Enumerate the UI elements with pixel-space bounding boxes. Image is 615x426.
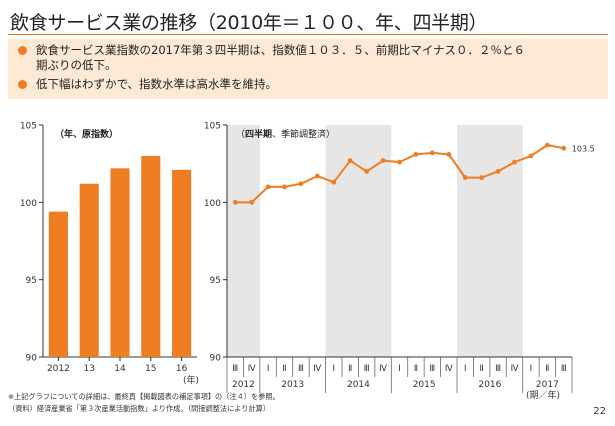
- x-unit-label: (年): [183, 374, 199, 386]
- quarter-label: Ⅲ: [298, 364, 304, 374]
- data-point: [314, 173, 320, 179]
- quarter-label: Ⅳ: [379, 364, 387, 374]
- data-point: [544, 142, 550, 148]
- quarter-label: Ⅲ: [364, 364, 370, 374]
- year-label: 2013: [281, 380, 304, 390]
- data-point: [429, 150, 435, 156]
- summary-bullet-text: 飲食サービス業指数の2017年第３四半期は、指数値１０３．５、前期比マイナス０．…: [36, 43, 526, 72]
- bullet-dot-icon: [18, 46, 27, 55]
- data-label: 103.5: [572, 145, 595, 154]
- year-band: [457, 125, 523, 357]
- quarter-label: Ⅱ: [282, 364, 286, 374]
- quarter-label: Ⅳ: [313, 364, 321, 374]
- quarter-label: Ⅱ: [348, 364, 352, 374]
- source-note: （資料）経済産業省「第３次産業活動指数」より作成。（間接調整法により計算）: [8, 404, 271, 413]
- quarter-label: Ⅰ: [464, 364, 467, 374]
- year-label: 2016: [478, 380, 501, 390]
- data-point: [479, 175, 485, 180]
- quarter-label: Ⅱ: [414, 364, 418, 374]
- year-label: 2014: [347, 380, 370, 390]
- data-point: [528, 153, 534, 159]
- data-point: [249, 199, 255, 205]
- data-point: [462, 175, 468, 180]
- data-point: [512, 159, 517, 165]
- quarter-label: Ⅲ: [561, 364, 567, 374]
- y-tick-label: 95: [210, 276, 221, 286]
- x-tick-label: 13: [83, 364, 94, 374]
- year-band: [227, 125, 260, 357]
- annual-bar-chart: 90 95 100 105 （年、原指数） 2012 13 14 15 16(年): [20, 122, 199, 387]
- y-tick-label: 95: [26, 276, 37, 286]
- data-point: [397, 159, 402, 165]
- data-point: [413, 151, 419, 157]
- year-band: [325, 125, 392, 357]
- data-point: [380, 158, 386, 163]
- data-point: [446, 151, 452, 157]
- x-unit-label: (期／年): [526, 389, 560, 401]
- quarter-label: Ⅳ: [248, 364, 256, 374]
- quarter-label: Ⅰ: [333, 364, 336, 374]
- summary-bullet-text: 低下幅はわずかで、指数水準は高水準を維持。: [36, 77, 278, 91]
- y-tick-label: 90: [210, 354, 222, 364]
- quarter-label: Ⅱ: [545, 364, 549, 374]
- quarter-label: Ⅲ: [232, 364, 238, 374]
- y-tick-label: 105: [20, 122, 37, 132]
- y-tick-label: 100: [204, 199, 221, 209]
- quarter-label: Ⅲ: [429, 364, 435, 374]
- quarter-label: Ⅱ: [480, 364, 484, 374]
- data-point: [232, 199, 238, 205]
- summary-box: 飲食サービス業指数の2017年第３四半期は、指数値１０３．５、前期比マイナス０．…: [8, 39, 608, 99]
- x-tick-label: 14: [114, 364, 126, 374]
- bar: [172, 169, 192, 357]
- chart-note: （四半期、季節調整済）: [236, 128, 335, 140]
- data-point: [298, 181, 304, 187]
- quarter-label: Ⅳ: [511, 364, 519, 374]
- chart-note: （年、原指数）: [55, 128, 118, 140]
- data-point: [495, 169, 501, 174]
- data-point: [364, 169, 370, 174]
- page-title: 飲食サービス業の推移（2010年＝１００、年、四半期）: [10, 12, 488, 34]
- data-point: [347, 158, 353, 163]
- bar: [141, 155, 161, 357]
- year-label: 2012: [232, 380, 255, 390]
- data-point: [265, 184, 271, 190]
- quarter-label: Ⅳ: [445, 364, 453, 374]
- data-point: [331, 179, 337, 185]
- quarter-label: Ⅰ: [398, 364, 401, 374]
- x-tick-label: 15: [145, 364, 156, 374]
- bar: [48, 211, 68, 357]
- quarter-label: Ⅰ: [530, 364, 533, 374]
- x-tick-label: 16: [176, 364, 188, 374]
- year-label: 2017: [536, 380, 559, 390]
- data-point: [282, 184, 287, 190]
- bar: [79, 183, 99, 357]
- data-point: [561, 145, 567, 151]
- year-label: 2015: [413, 380, 436, 390]
- bar: [110, 168, 130, 357]
- bullet-dot-icon: [18, 80, 27, 89]
- y-tick-label: 90: [26, 354, 38, 364]
- y-tick-label: 100: [20, 199, 37, 209]
- x-tick-label: 2012: [47, 364, 70, 374]
- footnote: ※上記グラフについての詳細は、最終頁【掲載図表の補足事項】の（注４）を参照。: [8, 392, 280, 401]
- page-number: 22: [593, 406, 606, 417]
- y-tick-label: 105: [204, 122, 221, 132]
- quarter-label: Ⅰ: [267, 364, 270, 374]
- quarter-label: Ⅲ: [495, 364, 501, 374]
- title-underline: [8, 34, 608, 35]
